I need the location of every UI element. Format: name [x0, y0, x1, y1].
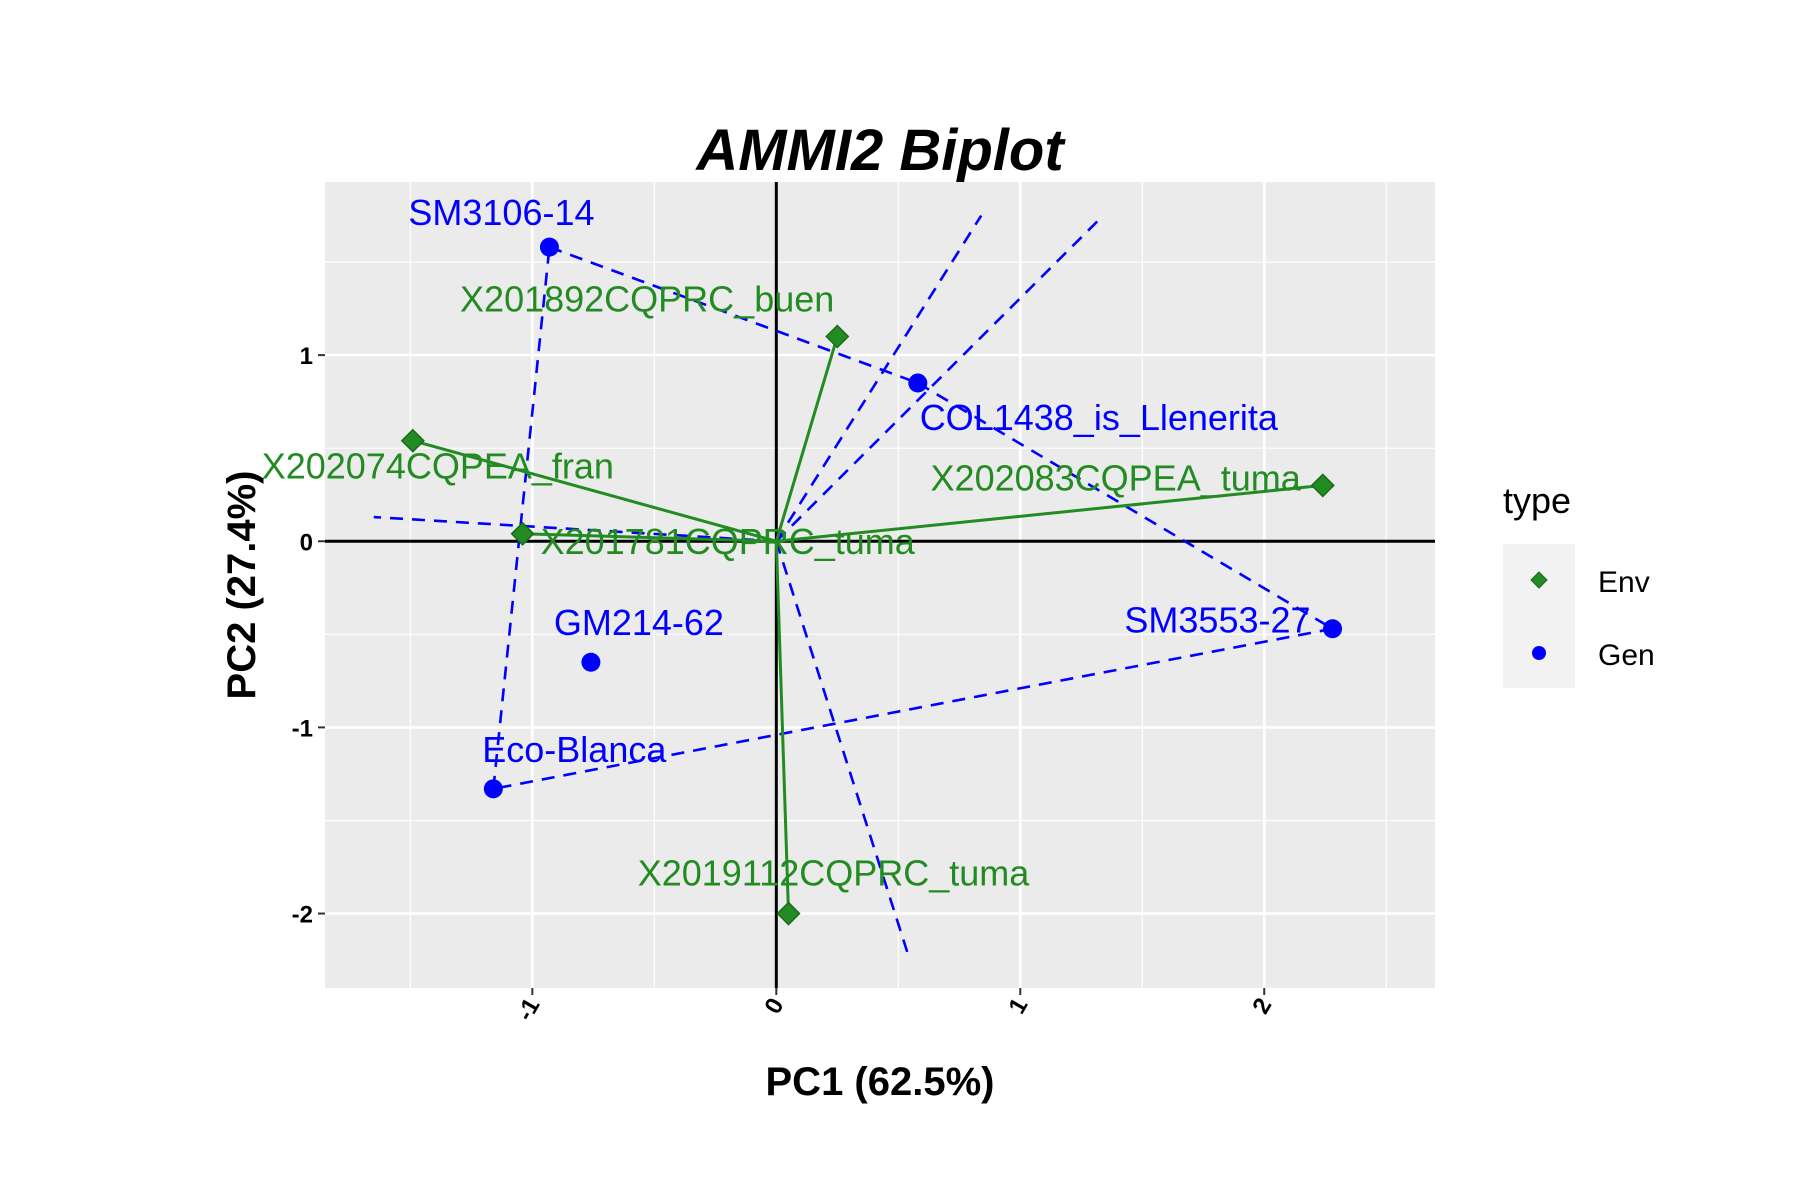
- env-vector-0: [774, 336, 839, 542]
- gen-point-3: [581, 652, 601, 672]
- env-point-3: [510, 521, 535, 546]
- hull-edge-3: [492, 247, 551, 789]
- x-tick-label-0: -1: [512, 994, 546, 1026]
- hull-edge-1: [917, 381, 1334, 630]
- env-point-2: [1310, 473, 1335, 498]
- legend-label-env: Env: [1598, 566, 1650, 599]
- gen-point-4: [483, 779, 503, 799]
- y-axis-title: PC2 (27.4%): [220, 471, 264, 700]
- env-vector-4: [774, 541, 791, 914]
- legend-title: type: [1503, 480, 1571, 521]
- x-tick-label-2: 1: [1003, 994, 1033, 1019]
- hull-edge-2: [493, 627, 1333, 791]
- env-label-3: X201781CQPRC_tuma: [541, 521, 916, 562]
- env-point-4: [776, 901, 801, 926]
- legend-key-env: [1530, 571, 1548, 589]
- gen-label-4: Eco-Blanca: [482, 729, 667, 770]
- env-point-1: [400, 428, 425, 453]
- environment-vectors: [412, 336, 1323, 914]
- gen-label-0: SM3106-14: [408, 192, 594, 233]
- env-label-1: X202074CQPEA_fran: [262, 446, 614, 487]
- gen-point-1: [908, 373, 928, 393]
- y-axis-ticks: -2 -1 0 1: [292, 343, 325, 929]
- gen-point-2: [1323, 619, 1343, 639]
- y-tick-label-2: 0: [300, 529, 313, 556]
- x-axis-ticks: -1 0 1 2: [512, 988, 1277, 1026]
- env-vector-3: [522, 532, 777, 543]
- y-tick-label-0: -2: [292, 902, 313, 929]
- env-vector-2: [776, 483, 1323, 543]
- legend: type Env Gen: [1503, 480, 1655, 688]
- gen-label-3: GM214-62: [554, 602, 724, 643]
- legend-label-gen: Gen: [1598, 639, 1655, 672]
- legend-key-gen: [1532, 646, 1546, 660]
- polygon-hull: [492, 245, 1334, 791]
- points: [400, 237, 1343, 926]
- x-tick-label-3: 2: [1247, 994, 1277, 1019]
- gen-point-0: [539, 237, 559, 257]
- env-label-2: X202083CQPEA_tuma: [931, 457, 1302, 498]
- gen-label-2: SM3553-27: [1124, 600, 1310, 641]
- perpendicular-line-1: [775, 214, 1105, 543]
- gen-label-1: COL1438_is_Llenerita: [920, 397, 1279, 438]
- y-tick-label-3: 1: [300, 343, 313, 370]
- perpendicular-lines: [373, 214, 1105, 955]
- legend-key-background: [1503, 544, 1575, 688]
- x-tick-label-1: 0: [759, 994, 789, 1019]
- env-label-0: X201892CQPRC_buen: [460, 278, 834, 319]
- grid-minor: [325, 182, 1435, 988]
- chart-title: AMMI2 Biplot: [694, 118, 1066, 183]
- env-label-4: X2019112CQPRC_tuma: [638, 853, 1031, 894]
- x-axis-title: PC1 (62.5%): [766, 1060, 995, 1104]
- env-point-0: [825, 324, 850, 349]
- legend-keys: [1530, 571, 1548, 660]
- plot-panel: [325, 182, 1435, 988]
- point-labels: X201892CQPRC_buen X202074CQPEA_fran X20208…: [262, 192, 1311, 893]
- perpendicular-line-2: [373, 515, 777, 543]
- perpendicular-line-3: [775, 540, 910, 955]
- y-tick-label-1: -1: [292, 715, 313, 742]
- perpendicular-line-0: [775, 214, 983, 542]
- env-vector-1: [412, 439, 777, 543]
